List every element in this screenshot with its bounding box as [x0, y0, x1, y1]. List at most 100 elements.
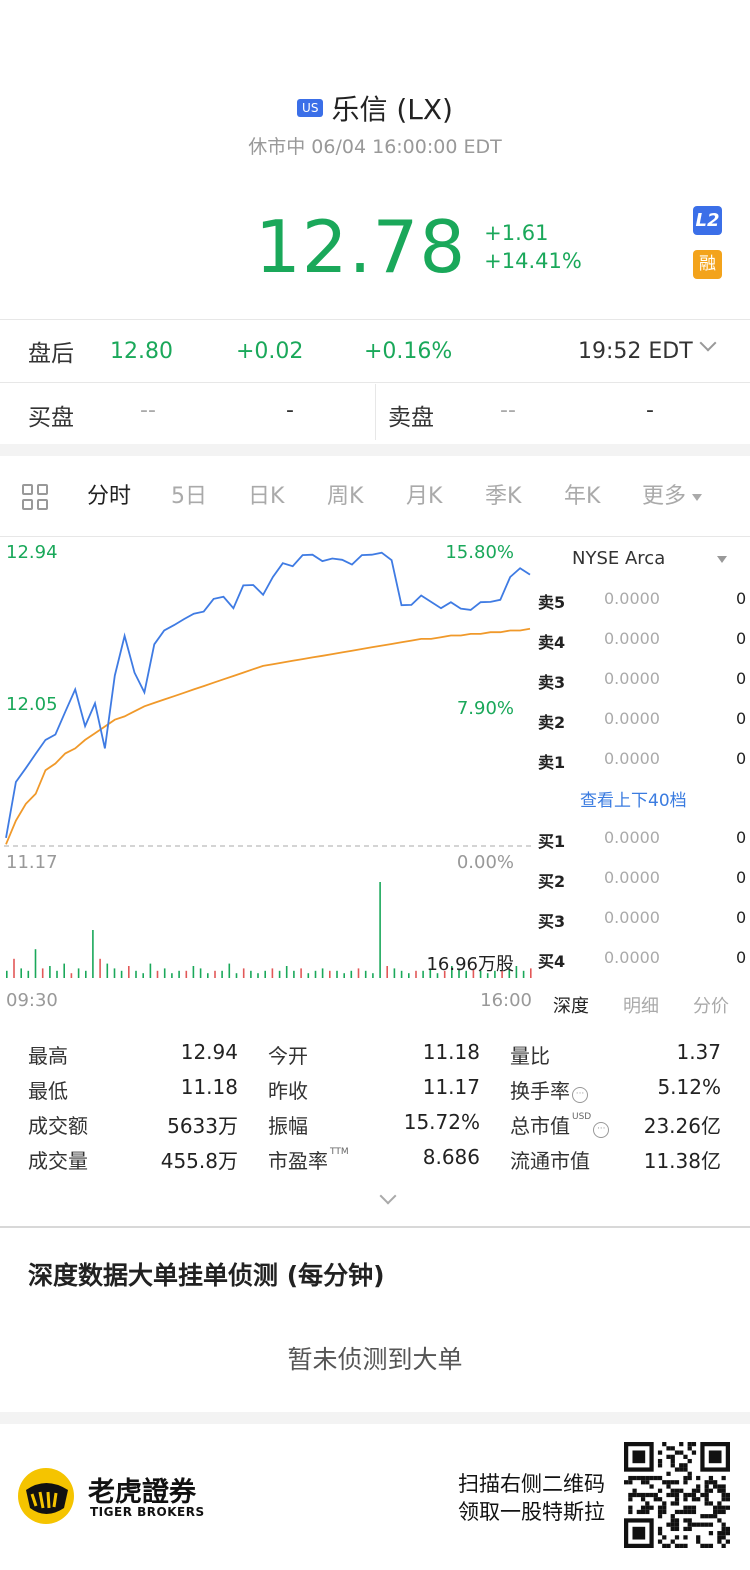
stat-value: 8.686: [422, 1145, 480, 1169]
volume-bar: [13, 958, 15, 978]
stat-value: 12.94: [180, 1040, 238, 1064]
after-hours-price: 12.80: [110, 338, 173, 364]
ask-level: 卖4: [538, 633, 566, 652]
volume-bars: [6, 882, 532, 978]
ask-level: 卖3: [538, 673, 566, 692]
stats-row: 成交额 5633万 振幅 15.72% 总市值 USD··· 23.26亿: [0, 1110, 750, 1139]
tab-monthly-k[interactable]: 月K: [406, 484, 443, 509]
info-icon[interactable]: ···: [593, 1122, 610, 1138]
volume-bar: [63, 963, 65, 978]
stats-row: 最高 12.94 今开 11.18 量比 1.37: [0, 1040, 750, 1068]
volume-bar: [336, 970, 338, 978]
ask-level: 卖2: [538, 713, 566, 732]
volume-label: 16.96万股: [426, 954, 514, 975]
axis-high-pct-label: 15.80%: [445, 542, 514, 563]
bid-qty: 0: [736, 828, 747, 847]
bid-price: 0.0000: [604, 868, 660, 887]
tab-quarterly-k[interactable]: 季K: [485, 484, 522, 509]
stat-value: 455.8万: [160, 1149, 238, 1173]
ask-price: --: [500, 398, 516, 423]
stock-title: 乐信 (LX): [331, 93, 453, 126]
volume-bar: [207, 973, 209, 978]
ask-row: 卖4 0.0000 0: [538, 629, 750, 653]
stats-row: 成交量 455.8万 市盈率 TTM 8.686 流通市值 11.38亿: [0, 1145, 750, 1174]
volume-bar: [199, 968, 202, 978]
promo-text: 扫描右侧二维码 领取一股特斯拉: [458, 1470, 605, 1526]
bid-price: 0.0000: [604, 828, 660, 847]
stat-value: 11.18: [180, 1075, 238, 1099]
volume-bar: [27, 970, 30, 978]
ask-size: -: [646, 398, 654, 423]
volume-bar: [49, 966, 51, 978]
ask-row: 卖1 0.0000 0: [538, 749, 750, 773]
tiger-logo-icon: [18, 1468, 74, 1524]
margin-badge[interactable]: 融: [693, 250, 722, 279]
volume-bar: [472, 968, 475, 978]
stat-label: 流通市值: [510, 1149, 590, 1173]
price-change-pct: +14.41%: [484, 249, 582, 273]
exchange-select[interactable]: NYSE Arca: [572, 548, 666, 569]
qr-code-icon[interactable]: [624, 1442, 730, 1548]
volume-bar: [530, 968, 532, 978]
stat-label: 市盈率: [268, 1149, 328, 1173]
volume-bar: [357, 968, 360, 978]
section-gap: [0, 444, 750, 456]
tab-depth[interactable]: 深度: [553, 996, 589, 1017]
stat-label-with-info[interactable]: 总市值 USD···: [510, 1110, 610, 1139]
volume-bar: [77, 968, 80, 978]
tab-price-distribution[interactable]: 分价: [693, 996, 729, 1017]
after-hours-row[interactable]: 盘后 12.80 +0.02 +0.16% 19:52 EDT: [0, 320, 750, 382]
volume-bar: [522, 970, 525, 978]
axis-mid-pct-label: 7.90%: [457, 698, 514, 719]
divider: [375, 384, 376, 440]
volume-bar: [422, 970, 424, 978]
info-icon[interactable]: ···: [572, 1087, 588, 1103]
stat-value: 11.18: [422, 1040, 480, 1064]
view-40-levels-link[interactable]: 查看上下40档: [580, 791, 687, 811]
caret-down-icon[interactable]: [717, 556, 727, 563]
volume-bar: [343, 973, 345, 978]
tab-weekly-k[interactable]: 周K: [327, 484, 364, 509]
stat-label: 昨收: [268, 1079, 308, 1103]
tab-detail[interactable]: 明细: [623, 996, 659, 1017]
volume-bar: [271, 968, 274, 978]
bid-row: 买3 0.0000 0: [538, 908, 750, 932]
stat-value: 11.17: [422, 1075, 480, 1099]
bid-price: 0.0000: [604, 908, 660, 927]
volume-bar: [264, 970, 266, 978]
tab-daily-k[interactable]: 日K: [248, 484, 285, 509]
ask-price: 0.0000: [604, 749, 660, 768]
volume-bar: [156, 970, 159, 978]
tab-more[interactable]: 更多: [642, 478, 703, 510]
axis-high-label: 12.94: [6, 542, 58, 563]
volume-bar: [6, 970, 8, 978]
chevron-down-icon[interactable]: [699, 334, 717, 352]
tab-5day[interactable]: 5日: [171, 484, 207, 509]
divider: [0, 382, 750, 383]
bid-level: 买2: [538, 872, 566, 891]
chart-period-tabs: 分时 5日 日K 周K 月K 季K 年K 更多: [0, 478, 750, 518]
volume-bar: [293, 970, 295, 978]
level2-badge[interactable]: L2: [693, 206, 722, 235]
bid-row: 买4 0.0000 0: [538, 948, 750, 972]
brand-name-cn: 老虎證券: [88, 1477, 196, 1508]
market-status: 休市中 06/04 16:00:00 EDT: [248, 136, 502, 158]
volume-bar: [70, 973, 73, 978]
bid-level: 买3: [538, 912, 566, 931]
volume-bar: [486, 973, 489, 978]
volume-bar: [120, 970, 123, 978]
expand-chevron-icon[interactable]: [379, 1187, 397, 1205]
grid-layout-icon[interactable]: [22, 484, 50, 512]
bid-price: --: [140, 398, 156, 423]
volume-bar: [300, 968, 302, 978]
ask-qty: 0: [736, 589, 747, 608]
intraday-chart[interactable]: 12.94 12.05 11.17 15.80% 7.90% 0.00% 16.…: [0, 536, 538, 1016]
volume-bar: [221, 970, 223, 978]
stat-label-with-info[interactable]: 换手率 ···: [510, 1075, 588, 1104]
volume-bar: [364, 970, 367, 978]
tab-yearly-k[interactable]: 年K: [564, 484, 601, 509]
stat-label-with-sup: 市盈率 TTM: [268, 1145, 349, 1174]
tab-intraday[interactable]: 分时: [87, 484, 132, 509]
volume-bar: [429, 968, 432, 978]
volume-bar: [85, 970, 87, 978]
